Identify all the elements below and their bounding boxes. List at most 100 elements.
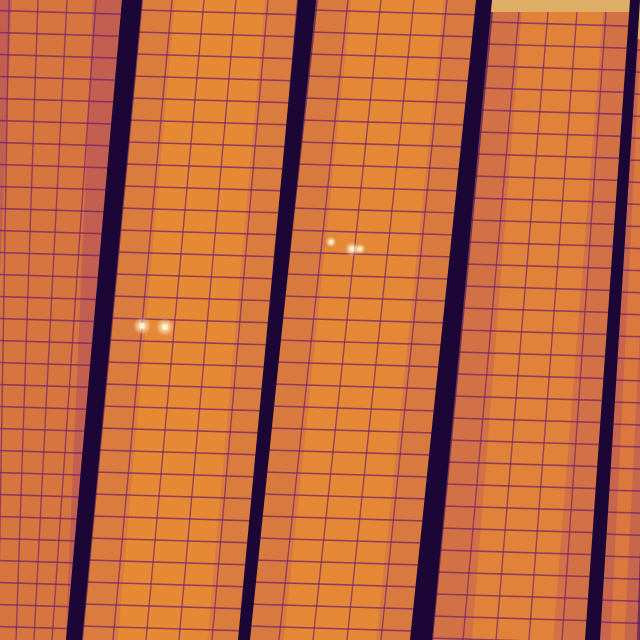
- cell-line-h: [478, 131, 628, 138]
- row-gaps: [66, 0, 640, 640]
- cell-line-h: [112, 295, 275, 302]
- cell-line-h: [484, 65, 632, 72]
- hot-spot: [139, 323, 145, 329]
- cell-line-h: [97, 449, 262, 456]
- cell-line-h: [463, 285, 618, 292]
- cell-line-h: [132, 75, 294, 82]
- cell-line-h: [596, 621, 640, 625]
- cell-line-h: [83, 603, 249, 610]
- cell-line-h: [602, 533, 640, 536]
- panel-row: [0, 0, 128, 640]
- cell-line-h: [246, 625, 417, 632]
- cell-line-h: [0, 559, 77, 564]
- cell-line-h: [603, 511, 640, 514]
- cell-line-h: [442, 505, 604, 512]
- cell-line-h: [0, 339, 96, 345]
- cell-line-h: [253, 559, 424, 566]
- cell-line-h: [265, 449, 435, 456]
- cell-line-h: [0, 383, 93, 389]
- cell-line-v: [33, 0, 68, 640]
- cell-line-h: [457, 351, 614, 358]
- cell-line-h: [480, 109, 629, 116]
- cell-line-h: [486, 43, 633, 50]
- cell-line-h: [482, 87, 631, 94]
- cell-line-h: [299, 141, 466, 148]
- cell-line-h: [610, 401, 640, 404]
- cell-line-h: [455, 373, 612, 380]
- cell-line-h: [604, 489, 640, 492]
- cell-line-v: [0, 0, 10, 565]
- cell-line-h: [130, 97, 292, 104]
- cell-line-h: [95, 471, 260, 478]
- cell-line-v: [312, 0, 382, 640]
- cell-line-h: [0, 75, 119, 81]
- cell-line-h: [600, 555, 640, 558]
- row-gap: [238, 0, 316, 640]
- cell-line-v: [462, 11, 520, 640]
- cell-line-h: [461, 307, 617, 314]
- cell-line-h: [622, 225, 640, 228]
- cell-line-h: [0, 53, 121, 60]
- cell-line-h: [634, 49, 640, 51]
- cell-line-h: [85, 581, 251, 588]
- cell-line-h: [313, 9, 480, 16]
- cell-line-h: [615, 335, 640, 338]
- panel-row-glow: [610, 50, 640, 640]
- cell-line-h: [436, 571, 600, 578]
- cell-line-h: [114, 273, 277, 280]
- cell-line-h: [311, 31, 477, 38]
- cell-line-h: [0, 427, 89, 433]
- cell-line-v: [528, 11, 578, 640]
- row-gap: [585, 0, 640, 640]
- cell-line-h: [489, 21, 635, 28]
- cell-line-h: [609, 423, 640, 426]
- cell-line-h: [282, 295, 450, 302]
- cell-line-h: [120, 207, 283, 214]
- cell-line-h: [89, 537, 254, 544]
- cell-line-h: [0, 185, 110, 191]
- cell-line-h: [621, 247, 640, 250]
- cell-line-h: [465, 263, 619, 270]
- cell-line-h: [87, 559, 252, 566]
- cell-line-h: [472, 197, 624, 204]
- cell-line-h: [468, 241, 621, 248]
- cell-line-h: [258, 515, 428, 522]
- cell-line-h: [81, 625, 247, 632]
- cell-line-h: [275, 361, 444, 368]
- cell-line-h: [0, 537, 79, 542]
- cell-line-h: [612, 379, 640, 382]
- cell-line-h: [108, 339, 271, 346]
- cell-line-h: [280, 317, 448, 324]
- cell-line-h: [626, 159, 640, 162]
- cell-line-h: [453, 395, 611, 402]
- cell-line-h: [270, 405, 439, 412]
- cell-line-h: [251, 581, 421, 588]
- panel-row-glow: [471, 12, 604, 640]
- cell-line-h: [434, 593, 598, 600]
- cell-line-h: [440, 527, 603, 534]
- cell-line-v: [278, 0, 349, 640]
- cell-line-h: [0, 625, 72, 630]
- cell-line-v: [380, 0, 448, 640]
- cell-line-h: [124, 163, 286, 170]
- cell-line-h: [0, 515, 81, 520]
- cell-line-h: [306, 75, 473, 82]
- cell-line-h: [449, 439, 608, 446]
- cell-line-h: [459, 329, 615, 336]
- cell-line-h: [248, 603, 419, 610]
- cell-line-v: [15, 0, 39, 640]
- hot-spot: [329, 240, 333, 244]
- cell-line-h: [136, 31, 298, 38]
- cell-line-h: [451, 417, 610, 424]
- cell-line-h: [0, 9, 125, 16]
- cell-line-h: [304, 97, 471, 104]
- cell-line-h: [625, 181, 640, 184]
- cell-line-h: [0, 581, 76, 586]
- cell-line-h: [289, 229, 457, 236]
- cell-line-v: [51, 0, 97, 640]
- cell-line-h: [268, 427, 437, 434]
- cell-line-h: [0, 97, 117, 103]
- cell-line-v: [178, 0, 237, 640]
- cell-line-h: [607, 445, 640, 448]
